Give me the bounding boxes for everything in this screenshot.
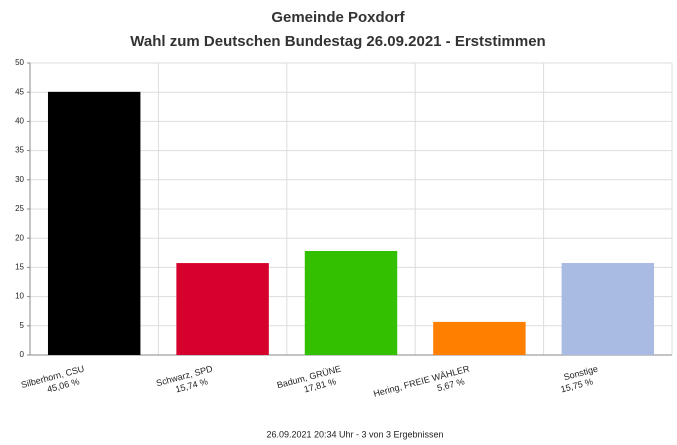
y-tick-label: 0 [20,350,25,359]
y-tick-label: 50 [15,58,24,67]
y-tick-label: 25 [15,204,24,213]
y-tick-label: 20 [15,233,24,242]
footer: 26.09.2021 20:34 Uhr - 3 von 3 Ergebniss… [266,429,443,439]
y-tick-label: 35 [15,146,24,155]
bar [176,263,269,355]
bar [433,321,526,355]
bar [304,250,398,355]
y-tick-label: 10 [15,292,24,301]
y-tick-label: 30 [15,175,24,184]
y-tick-label: 15 [15,263,24,272]
chart-subtitle: Wahl zum Deutschen Bundestag 26.09.2021 … [130,33,545,50]
y-tick-label: 45 [15,87,24,96]
chart-title: Gemeinde Poxdorf [271,9,405,26]
bar [561,263,655,355]
bar [47,91,141,355]
y-tick-label: 5 [20,321,25,330]
y-tick-label: 40 [15,117,24,126]
